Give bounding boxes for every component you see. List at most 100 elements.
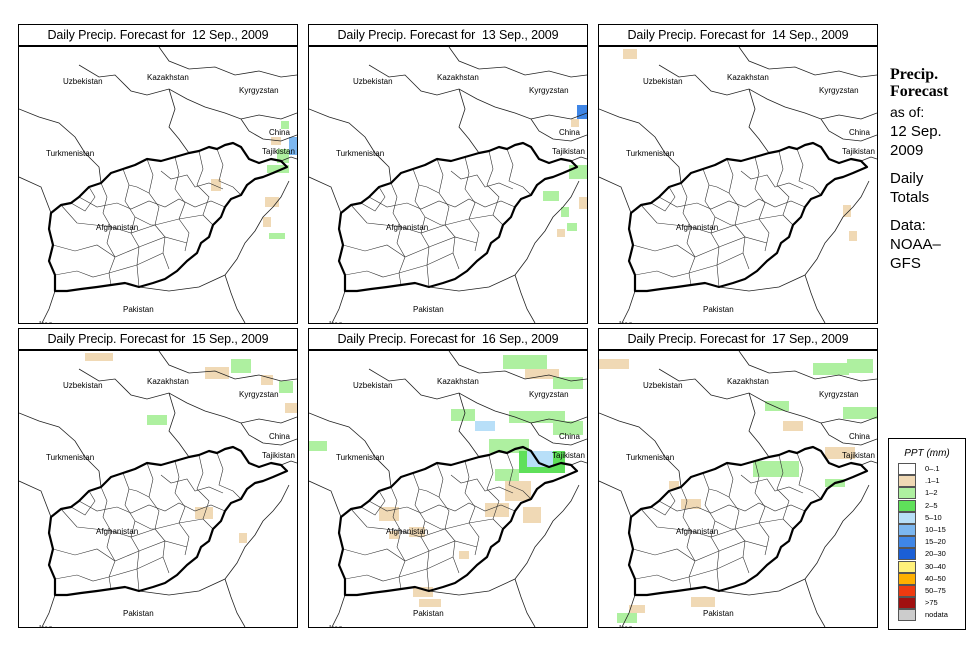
country-border — [309, 176, 342, 214]
province-border — [680, 182, 696, 286]
province-border — [160, 170, 224, 190]
map-label-kazakhstan: Kazakhstan — [147, 73, 189, 82]
country-border — [19, 176, 52, 214]
precip-cell — [525, 369, 559, 379]
province-border — [360, 186, 386, 212]
province-border — [632, 540, 768, 562]
country-border — [158, 47, 297, 78]
afghanistan-border — [337, 141, 579, 293]
province-borders — [52, 452, 242, 592]
legend-label: 5–10 — [925, 512, 942, 522]
province-border — [650, 186, 676, 212]
province-border — [740, 474, 804, 494]
country-border — [458, 392, 480, 458]
precip-cell — [281, 121, 289, 129]
precip-legend: PPT (mm) 0–.1 .1–1 1–2 2–5 5–10 10–15 15–20 20–… — [888, 438, 966, 630]
precip-cell — [147, 415, 167, 425]
precip-map: Uzbekistan Kazakhstan Kyrgyzstan China Turkm… — [598, 350, 878, 628]
province-border — [412, 472, 430, 592]
map-label-tajikistan: Tajikistan — [262, 451, 295, 460]
country-border — [19, 412, 102, 488]
country-border — [168, 88, 190, 154]
country-border — [530, 422, 587, 446]
province-border — [658, 196, 806, 210]
precip-map-svg: Uzbekistan Kazakhstan Kyrgyzstan China Turkm… — [19, 47, 297, 323]
precip-cell — [379, 507, 399, 521]
province-border — [196, 150, 214, 226]
country-border — [138, 180, 290, 292]
precip-map: Uzbekistan Kazakhstan Kyrgyzstan China Turkm… — [308, 350, 588, 628]
country-border — [78, 64, 297, 120]
legend-row: 30–40 — [898, 560, 965, 573]
precip-cell — [261, 375, 273, 385]
precip-cells — [85, 353, 297, 543]
map-label-tajikistan: Tajikistan — [842, 451, 875, 460]
province-border — [174, 460, 190, 556]
province-border — [424, 216, 445, 226]
province-border — [726, 462, 750, 574]
province-border — [658, 500, 806, 514]
province-border — [796, 452, 822, 500]
province-border — [342, 540, 478, 562]
precip-cell — [543, 191, 559, 201]
sidebar-data-line2: NOAA– — [890, 236, 941, 253]
province-border — [714, 520, 735, 530]
precip-cell — [553, 421, 583, 435]
legend-label: 30–40 — [925, 561, 946, 571]
panel-title: Daily Precip. Forecast for 17 Sep., 2009 — [598, 328, 878, 350]
map-label-afghanistan: Afghanistan — [96, 527, 138, 536]
country-border — [309, 480, 342, 518]
province-border — [680, 486, 696, 590]
legend-label: 1–2 — [925, 488, 938, 498]
province-borders — [632, 148, 822, 288]
afghanistan-border — [337, 445, 579, 597]
country-border — [621, 594, 636, 627]
map-label-tajikistan: Tajikistan — [552, 147, 585, 156]
map-label-kazakhstan: Kazakhstan — [147, 377, 189, 386]
legend-row: 0–.1 — [898, 463, 965, 475]
precip-cell — [413, 587, 433, 597]
legend-row: 1–2 — [898, 487, 965, 500]
province-border — [634, 556, 744, 582]
province-border — [632, 236, 768, 258]
country-borders — [19, 47, 297, 323]
map-label-kazakhstan: Kazakhstan — [437, 377, 479, 386]
precip-cell — [289, 137, 297, 155]
precip-map: Uzbekistan Kazakhstan Kyrgyzstan China Turkm… — [18, 350, 298, 628]
precip-cell — [579, 197, 587, 209]
province-border — [634, 252, 744, 278]
precip-cell — [265, 197, 279, 207]
province-border — [52, 236, 188, 258]
precip-cell — [239, 533, 247, 543]
precip-cell — [557, 229, 565, 237]
province-border — [486, 454, 504, 530]
province-borders — [342, 452, 532, 592]
country-borders — [19, 351, 297, 627]
precip-cell — [849, 231, 857, 241]
country-border — [240, 118, 297, 142]
map-label-china: China — [269, 432, 290, 441]
country-border — [599, 412, 682, 488]
country-border — [658, 368, 877, 424]
province-border — [754, 156, 770, 252]
province-border — [216, 148, 242, 196]
country-border — [168, 392, 190, 458]
legend-label: .1–1 — [925, 476, 940, 486]
precip-cell — [279, 381, 293, 393]
country-border — [19, 108, 102, 184]
map-label-kyrgyzstan: Kyrgyzstan — [529, 86, 569, 95]
province-border — [740, 170, 804, 190]
map-label-china: China — [269, 128, 290, 137]
precip-cell — [309, 441, 327, 451]
country-borders — [599, 47, 877, 323]
legend-row: .1–1 — [898, 475, 965, 488]
province-border — [650, 490, 676, 516]
province-border — [390, 486, 406, 590]
country-border — [138, 484, 290, 596]
province-border — [70, 186, 96, 212]
country-border — [448, 47, 587, 78]
map-label-china: China — [849, 128, 870, 137]
province-border — [412, 168, 430, 288]
precip-map-svg: Uzbekistan Kazakhstan Kyrgyzstan China Turkm… — [19, 351, 297, 627]
province-border — [146, 158, 170, 270]
